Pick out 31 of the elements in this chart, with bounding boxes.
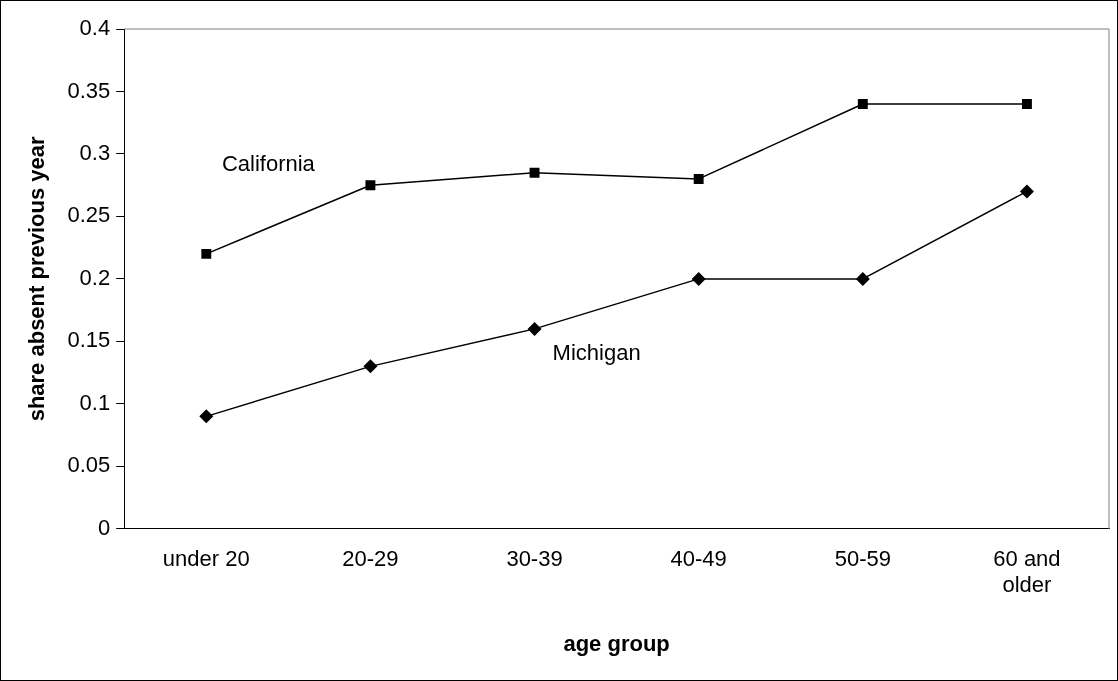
x-tick-label: under 20 [162, 546, 250, 572]
point [199, 409, 214, 424]
y-tick-label: 0 [97, 514, 111, 540]
point [201, 248, 212, 259]
point [527, 321, 542, 336]
x-tick-label: 60 and older [993, 546, 1061, 598]
y-tick-label: 0.3 [79, 140, 111, 166]
point [365, 180, 376, 191]
x-tick-label: 50-59 [834, 546, 891, 572]
point [363, 359, 378, 374]
point [1019, 184, 1034, 199]
series-label: Michigan [552, 339, 641, 365]
x-axis-title: age group [563, 630, 670, 656]
point [693, 173, 704, 184]
y-tick-label: 0.1 [79, 389, 111, 415]
point [691, 271, 706, 286]
y-tick-label: 0.25 [67, 202, 111, 228]
series-label: California [221, 150, 316, 176]
point [1021, 99, 1032, 109]
point [857, 99, 868, 109]
x-tick-label: 20-29 [342, 546, 399, 572]
point [529, 167, 540, 178]
point [855, 271, 870, 286]
y-axis-title: share absent previous year [24, 136, 50, 422]
y-tick-label: 0.2 [79, 264, 111, 290]
y-tick-label: 0.4 [79, 15, 111, 41]
y-tick-label: 0.35 [67, 77, 111, 103]
x-tick-label: 30-39 [506, 546, 563, 572]
y-tick-label: 0.05 [67, 452, 111, 478]
x-tick-label: 40-49 [670, 546, 727, 572]
y-tick-label: 0.15 [67, 327, 111, 353]
